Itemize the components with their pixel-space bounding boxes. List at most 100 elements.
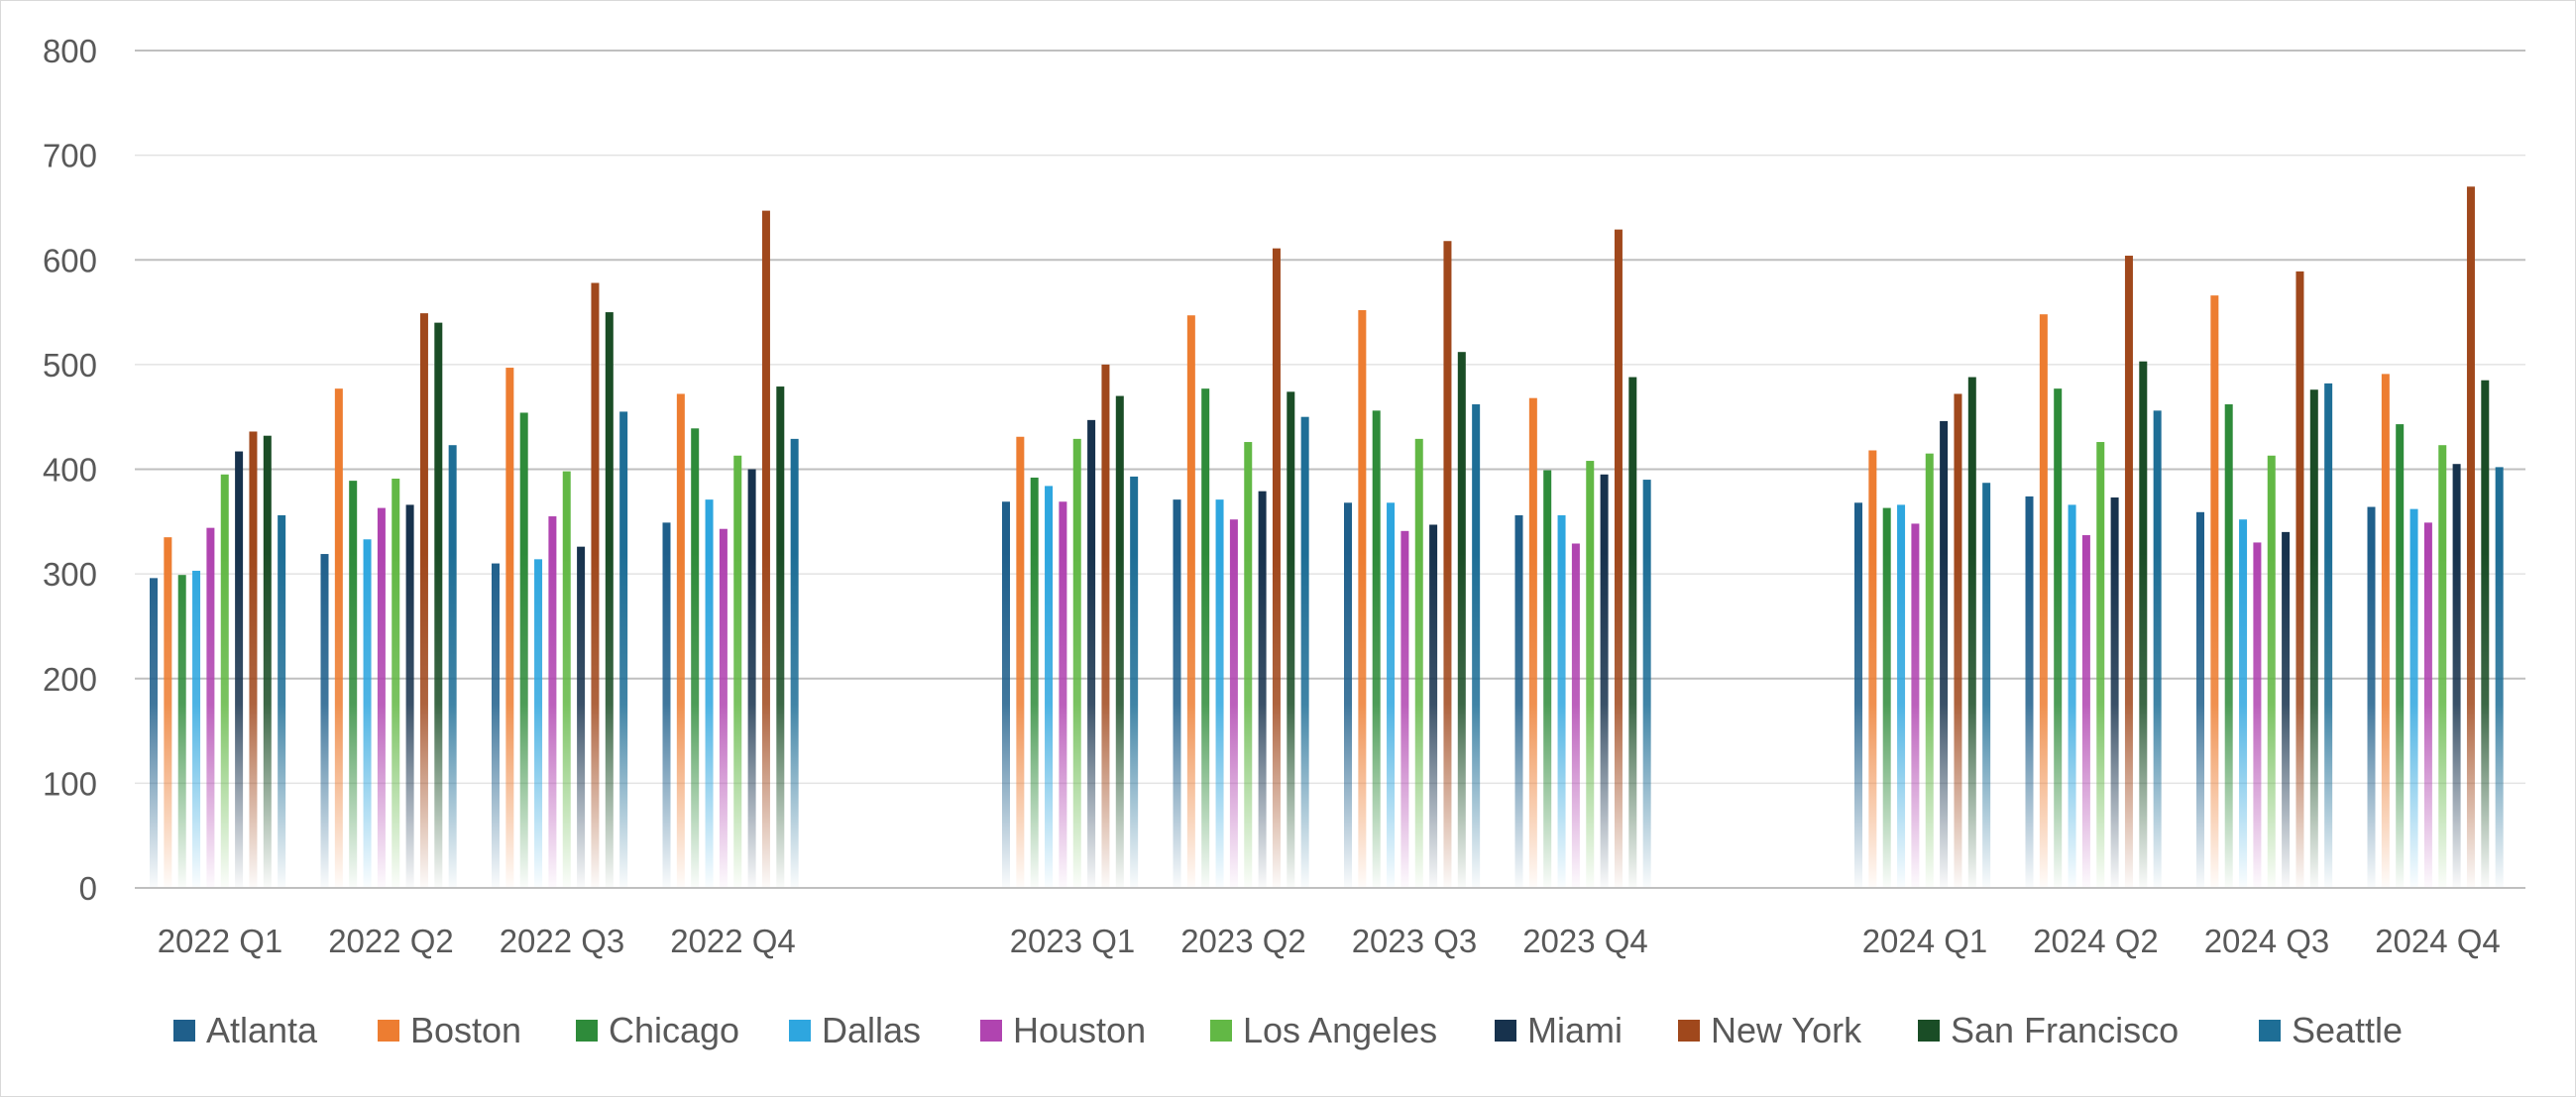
bar-los-angeles-2023-q4 (1586, 461, 1595, 888)
bar-seattle-2023-q1 (1130, 476, 1139, 888)
legend-swatch-new-york (1678, 1020, 1700, 1042)
bar-boston-2024-q3 (2210, 295, 2219, 889)
bar-boston-2022-q1 (164, 537, 172, 888)
bar-boston-2023-q3 (1358, 309, 1367, 888)
bar-new-york-2022-q2 (419, 313, 428, 888)
bar-atlanta-2022-q3 (492, 563, 500, 888)
legend-label-los-angeles: Los Angeles (1243, 1010, 1437, 1050)
bar-new-york-2022-q4 (761, 210, 770, 888)
x-tick-label: 2023 Q1 (1010, 923, 1136, 959)
y-tick-label: 400 (43, 452, 97, 489)
legend-swatch-miami (1495, 1020, 1516, 1042)
x-tick-label: 2024 Q4 (2375, 923, 2501, 959)
bar-atlanta-2022-q1 (150, 578, 158, 888)
bar-seattle-2024-q2 (2153, 410, 2162, 888)
bar-atlanta-2023-q1 (1002, 501, 1010, 888)
bar-san-francisco-2024-q4 (2481, 380, 2490, 888)
legend-item-dallas[interactable]: Dallas (789, 1010, 921, 1050)
legend-swatch-chicago (576, 1020, 598, 1042)
bar-chicago-2023-q2 (1201, 388, 1210, 888)
legend-swatch-los-angeles (1210, 1020, 1232, 1042)
bar-chicago-2022-q1 (177, 575, 186, 888)
x-tick-label: 2023 Q2 (1180, 923, 1306, 959)
legend-item-miami[interactable]: Miami (1495, 1010, 1623, 1050)
bar-dallas-2024-q2 (2068, 504, 2076, 888)
bar-chicago-2024-q3 (2224, 404, 2233, 888)
bar-los-angeles-2023-q1 (1072, 438, 1081, 888)
bar-dallas-2023-q1 (1045, 486, 1054, 888)
bar-chicago-2022-q3 (519, 412, 528, 888)
y-tick-label: 300 (43, 556, 97, 593)
legend-swatch-atlanta (173, 1020, 195, 1042)
bar-new-york-2024-q2 (2124, 256, 2133, 888)
bar-new-york-2022-q1 (249, 431, 258, 888)
bar-miami-2024-q1 (1940, 420, 1949, 888)
bar-boston-2022-q4 (676, 393, 685, 888)
bar-new-york-2023-q4 (1614, 229, 1623, 888)
bar-los-angeles-2024-q2 (2096, 442, 2105, 888)
legend-item-seattle[interactable]: Seattle (2259, 1010, 2403, 1050)
x-axis-tick-labels: 2022 Q1 2022 Q2 2022 Q3 2022 Q4 2023 Q1 2023 … (158, 923, 2501, 959)
bar-boston-2022-q3 (505, 368, 514, 888)
legend-item-los-angeles[interactable]: Los Angeles (1210, 1010, 1437, 1050)
bar-seattle-2023-q2 (1300, 416, 1309, 888)
bars (150, 186, 2504, 889)
bar-houston-2024-q2 (2081, 535, 2090, 888)
bar-boston-2023-q1 (1016, 436, 1025, 888)
bar-san-francisco-2024-q2 (2139, 361, 2148, 888)
bar-seattle-2024-q3 (2324, 383, 2333, 888)
gridlines (135, 50, 2525, 785)
bar-seattle-2024-q1 (1982, 483, 1991, 888)
legend-item-houston[interactable]: Houston (980, 1010, 1146, 1050)
bar-chicago-2023-q3 (1372, 410, 1381, 888)
legend-item-atlanta[interactable]: Atlanta (173, 1010, 318, 1050)
legend-item-new-york[interactable]: New York (1678, 1010, 1862, 1050)
bar-new-york-2024-q1 (1954, 393, 1962, 888)
bar-new-york-2022-q3 (591, 282, 600, 888)
bar-seattle-2023-q3 (1472, 404, 1481, 888)
bar-san-francisco-2024-q3 (2309, 389, 2318, 888)
bar-san-francisco-2022-q1 (263, 435, 272, 888)
bar-houston-2022-q4 (719, 528, 728, 888)
legend-item-chicago[interactable]: Chicago (576, 1010, 739, 1050)
legend-label-seattle: Seattle (2292, 1010, 2403, 1050)
legend-item-boston[interactable]: Boston (378, 1010, 521, 1050)
x-tick-label: 2022 Q2 (328, 923, 454, 959)
legend-label-san-francisco: San Francisco (1951, 1010, 2179, 1050)
bar-miami-2022-q3 (577, 546, 586, 888)
bar-atlanta-2022-q4 (662, 522, 671, 888)
bar-boston-2024-q4 (2381, 374, 2390, 889)
legend-swatch-boston (378, 1020, 399, 1042)
bar-boston-2024-q1 (1868, 450, 1877, 888)
bar-houston-2024-q4 (2423, 522, 2432, 888)
bar-atlanta-2024-q3 (2196, 511, 2204, 888)
bar-san-francisco-2022-q4 (776, 386, 785, 888)
bar-houston-2022-q3 (548, 516, 557, 888)
bar-houston-2022-q2 (377, 507, 386, 888)
bar-dallas-2023-q4 (1557, 514, 1566, 888)
bar-seattle-2022-q4 (790, 438, 799, 888)
legend[interactable]: Atlanta Boston Chicago Dallas Houston Los Ang… (173, 1010, 2403, 1050)
bar-dallas-2023-q2 (1215, 499, 1224, 888)
bar-houston-2023-q4 (1571, 543, 1580, 888)
x-tick-label: 2023 Q4 (1522, 923, 1648, 959)
bar-san-francisco-2023-q2 (1287, 391, 1295, 888)
bar-boston-2023-q2 (1186, 315, 1195, 888)
bar-miami-2024-q3 (2282, 531, 2291, 888)
bar-new-york-2024-q4 (2466, 186, 2475, 888)
bar-chicago-2024-q2 (2054, 388, 2063, 888)
legend-label-houston: Houston (1013, 1010, 1146, 1050)
y-tick-label: 700 (43, 138, 97, 174)
legend-swatch-san-francisco (1918, 1020, 1940, 1042)
bar-seattle-2024-q4 (2495, 467, 2504, 888)
legend-item-san-francisco[interactable]: San Francisco (1918, 1010, 2179, 1050)
y-tick-label: 800 (43, 33, 97, 69)
bar-dallas-2022-q3 (534, 559, 543, 888)
x-tick-label: 2022 Q1 (158, 923, 283, 959)
bar-atlanta-2024-q4 (2367, 506, 2376, 888)
bar-atlanta-2023-q2 (1173, 499, 1181, 888)
bar-houston-2022-q1 (206, 527, 215, 888)
bar-los-angeles-2022-q4 (733, 455, 742, 888)
